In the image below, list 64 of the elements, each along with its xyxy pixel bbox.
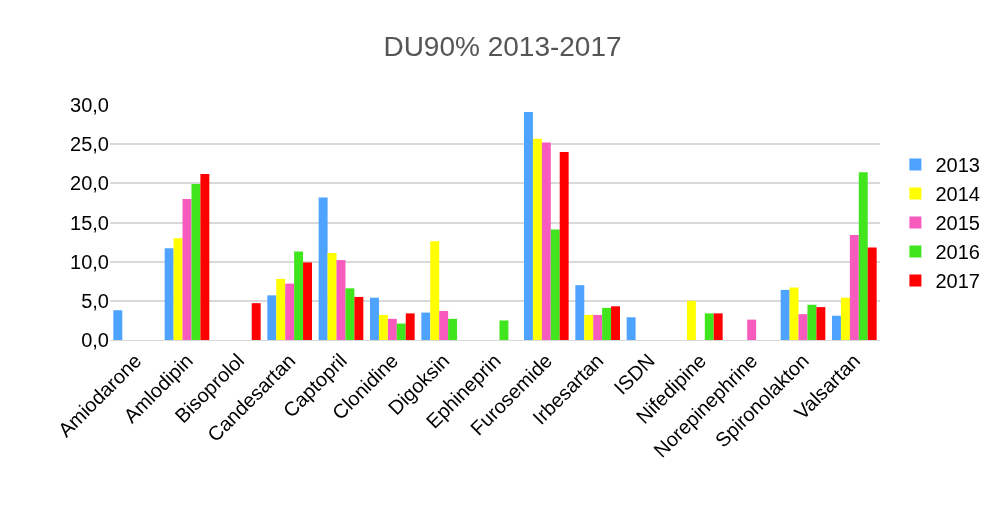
bar bbox=[318, 197, 328, 340]
bar bbox=[849, 235, 859, 340]
bar bbox=[816, 307, 826, 340]
y-tick-label: 15,0 bbox=[70, 211, 109, 234]
bar bbox=[541, 142, 551, 340]
legend-label: 2014 bbox=[935, 183, 980, 206]
bar bbox=[575, 285, 585, 340]
y-tick-label: 5,0 bbox=[81, 289, 109, 312]
bar bbox=[387, 318, 397, 340]
bar bbox=[276, 278, 286, 340]
bar bbox=[448, 318, 458, 340]
legend-label: 2016 bbox=[935, 241, 980, 264]
y-tick-label: 0,0 bbox=[81, 329, 109, 351]
bar bbox=[439, 311, 449, 340]
bar bbox=[593, 314, 603, 340]
bar bbox=[524, 112, 533, 340]
bar bbox=[164, 248, 174, 340]
bar bbox=[686, 300, 696, 340]
legend-label: 2015 bbox=[935, 212, 980, 235]
bar bbox=[704, 313, 714, 340]
bar bbox=[832, 315, 841, 340]
bar bbox=[303, 262, 312, 340]
bar bbox=[798, 314, 808, 340]
chart-title: DU90% 2013-2017 bbox=[383, 30, 622, 62]
bar bbox=[294, 251, 304, 340]
bar bbox=[327, 253, 337, 340]
bar bbox=[532, 138, 542, 340]
legend-label: 2013 bbox=[935, 154, 980, 177]
bar bbox=[602, 307, 612, 340]
legend-label: 2017 bbox=[935, 270, 980, 293]
bar bbox=[840, 297, 850, 340]
bar bbox=[251, 303, 261, 340]
bar bbox=[345, 288, 355, 340]
bar bbox=[370, 297, 379, 340]
bar bbox=[559, 152, 569, 340]
bar bbox=[499, 320, 509, 340]
bar bbox=[191, 184, 201, 340]
bar bbox=[267, 295, 277, 340]
y-tick-label: 20,0 bbox=[70, 172, 109, 195]
bar bbox=[780, 289, 790, 340]
bar bbox=[113, 310, 123, 340]
bar bbox=[550, 229, 560, 340]
bar bbox=[378, 314, 388, 340]
bar bbox=[789, 287, 799, 340]
bar bbox=[354, 296, 364, 340]
bar bbox=[396, 323, 406, 340]
bar bbox=[867, 247, 877, 340]
bar bbox=[405, 313, 415, 340]
y-tick-label: 25,0 bbox=[70, 133, 109, 156]
bar bbox=[200, 173, 210, 340]
bar bbox=[626, 317, 636, 340]
y-tick-label: 10,0 bbox=[70, 250, 109, 273]
bar bbox=[285, 283, 295, 340]
bar bbox=[858, 172, 868, 340]
bar bbox=[421, 312, 431, 340]
bar bbox=[430, 241, 440, 340]
bar bbox=[584, 314, 594, 340]
bar bbox=[807, 304, 817, 340]
bar bbox=[611, 306, 620, 340]
bar bbox=[713, 313, 723, 340]
bar bbox=[747, 319, 757, 340]
bar bbox=[173, 238, 183, 340]
y-tick-label: 30,0 bbox=[70, 94, 109, 116]
bar bbox=[336, 260, 346, 340]
